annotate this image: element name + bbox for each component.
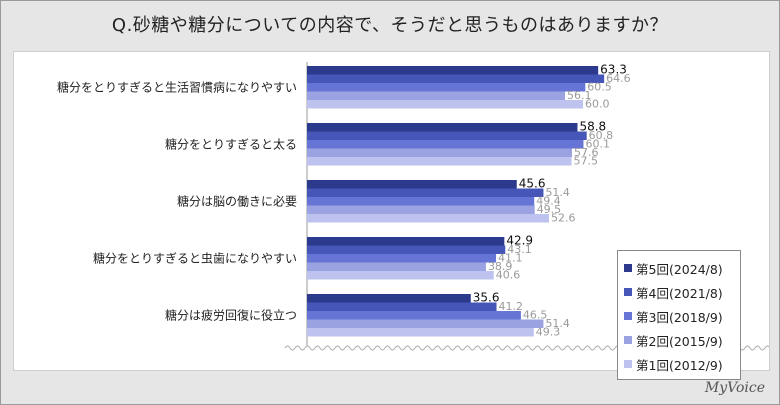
data-label: 49.5 — [537, 203, 562, 216]
bar — [307, 188, 544, 197]
legend-swatch — [624, 288, 632, 296]
bar — [307, 245, 506, 254]
bar — [307, 140, 584, 149]
legend-label: 第4回(2021/8) — [636, 285, 723, 301]
bar — [307, 197, 535, 206]
plot-panel: 糖分をとりすぎると生活習慣病になりやすい 63.3 64.6 60.5 56.1 60.0… — [13, 51, 770, 380]
data-label: 60.8 — [589, 129, 614, 142]
brand-logo: MyVoice — [704, 380, 765, 396]
chart-title: Q.砂糖や糖分についての内容で、そうだと思うものはありますか？ — [111, 15, 669, 36]
bar — [307, 157, 572, 166]
data-label: 60.0 — [585, 98, 610, 111]
bar — [307, 131, 587, 140]
data-label: 56.1 — [567, 89, 592, 102]
data-label: 63.3 — [600, 63, 627, 77]
legend-item: 第3回(2018/9) — [624, 304, 734, 328]
data-label: 42.9 — [506, 234, 533, 248]
data-label: 51.4 — [545, 186, 570, 199]
legend-label: 第5回(2024/8) — [636, 261, 723, 277]
data-label: 35.6 — [473, 291, 500, 305]
bar — [307, 302, 497, 311]
legend-item: 第5回(2024/8) — [624, 256, 734, 280]
bar — [307, 66, 599, 75]
data-label: 49.4 — [536, 195, 561, 208]
category-label: 糖分は疲労回復に役立つ — [165, 307, 297, 322]
data-label: 52.6 — [551, 212, 576, 225]
bar — [307, 148, 572, 157]
data-label: 60.1 — [585, 138, 610, 151]
data-label: 64.6 — [606, 72, 631, 85]
data-label: 40.6 — [496, 269, 521, 282]
bar — [307, 180, 517, 189]
data-label: 41.1 — [498, 252, 523, 265]
bar — [307, 83, 586, 92]
bar — [307, 123, 578, 132]
legend-label: 第3回(2018/9) — [636, 309, 723, 325]
bar — [307, 271, 494, 280]
bar — [307, 91, 566, 100]
legend-swatch — [624, 360, 632, 368]
data-label: 43.1 — [507, 243, 532, 256]
legend-swatch — [624, 312, 632, 320]
bar — [307, 237, 505, 246]
legend-item: 第2回(2015/9) — [624, 328, 734, 352]
legend-item: 第4回(2021/8) — [624, 280, 734, 304]
data-label: 58.8 — [579, 120, 606, 134]
data-label: 57.5 — [574, 155, 599, 168]
bar — [307, 294, 471, 303]
data-label: 49.3 — [536, 326, 561, 339]
bar — [307, 254, 497, 263]
category-label: 糖分は脳の働きに必要 — [177, 193, 297, 208]
bar-chart: 糖分をとりすぎると生活習慣病になりやすい 63.364.660.556.160.0… — [57, 62, 769, 351]
legend-swatch — [624, 336, 632, 344]
legend-item: 第1回(2012/9) — [624, 352, 734, 376]
data-label: 41.2 — [499, 300, 524, 313]
data-label: 57.6 — [574, 146, 599, 159]
bar — [307, 262, 486, 271]
data-label: 60.5 — [587, 81, 612, 94]
data-label: 46.5 — [523, 309, 548, 322]
bar — [307, 214, 549, 223]
category-label: 糖分をとりすぎると虫歯になりやすい — [93, 250, 297, 265]
bar — [307, 205, 535, 214]
bar — [307, 100, 583, 109]
category-label: 糖分をとりすぎると太る — [165, 136, 297, 151]
legend: 第5回(2024/8) 第4回(2021/8) 第3回(2018/9) 第2回(201… — [617, 250, 741, 380]
bar — [307, 311, 521, 320]
legend-label: 第2回(2015/9) — [636, 333, 723, 349]
bar — [307, 319, 544, 328]
bar — [307, 328, 534, 337]
legend-label: 第1回(2012/9) — [636, 357, 723, 373]
data-label: 45.6 — [519, 177, 546, 191]
category-label: 糖分をとりすぎると生活習慣病になりやすい — [57, 79, 297, 94]
data-label: 51.4 — [545, 317, 570, 330]
bar — [307, 74, 605, 83]
data-label: 38.9 — [488, 260, 513, 273]
legend-swatch — [624, 264, 632, 272]
